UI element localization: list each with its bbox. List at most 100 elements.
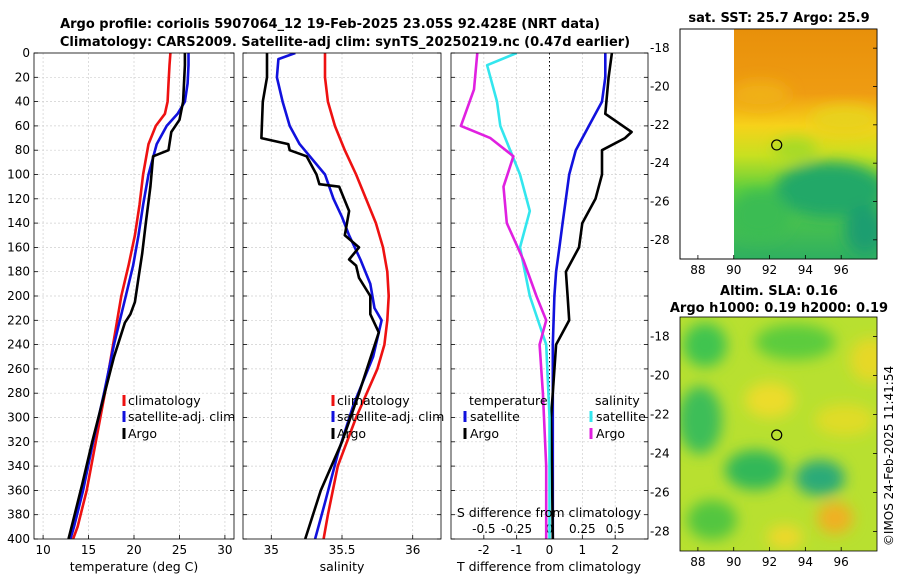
- sla-lon-label: 96: [834, 555, 849, 569]
- sla-field: [680, 323, 877, 549]
- temperature-xtick-label: 10: [35, 543, 50, 557]
- sst-lon-label: 88: [690, 263, 705, 277]
- sst-lat-label: -26: [650, 195, 670, 209]
- sst-axes: 88 90 92 94 96 -18 -20 -22 -24 -26 -28: [650, 41, 877, 277]
- salinity-line-satellite-adj-clim: [275, 53, 383, 539]
- temperature-xtick-label: 15: [81, 543, 96, 557]
- legend-climatology: climatology: [128, 393, 201, 408]
- depth-tick-label: 380: [7, 508, 30, 522]
- depth-tick-label: 80: [15, 143, 30, 157]
- sst-lat-label: -22: [650, 118, 670, 132]
- sla-lat-label: -18: [650, 330, 670, 344]
- depth-tick-label: 140: [7, 216, 30, 230]
- sla-patches: [680, 323, 877, 549]
- sla-lat-label: -22: [650, 408, 670, 422]
- sla-map: 88 90 92 94 96 -18 -20 -22 -24 -26 -28: [650, 316, 878, 569]
- salinity-panel: 35 35.5 36: [242, 52, 442, 557]
- depth-tick-label: 320: [7, 435, 30, 449]
- legend-satellite: satellite-adj. clim: [128, 409, 235, 424]
- sla-map-title-2: Argo h1000: 0.19 h2000: 0.19: [670, 301, 888, 316]
- depth-tick-label: 260: [7, 362, 30, 376]
- sla-lat-label: -28: [650, 525, 670, 539]
- t-difference-xlabel: T difference from climatology: [456, 559, 642, 574]
- depth-tick-label: 0: [22, 46, 30, 60]
- sst-map-title: sat. SST: 25.7 Argo: 25.9: [688, 11, 869, 26]
- depth-tick-label: 20: [15, 70, 30, 84]
- depth-tick-label: 400: [7, 532, 30, 546]
- salinity-frame: [242, 52, 442, 540]
- sst-float-marker: [771, 139, 783, 151]
- sst-patches: [734, 81, 877, 255]
- sla-float-marker: [771, 429, 783, 441]
- difference-xtick-label: 1: [579, 543, 587, 557]
- depth-tick-label: 40: [15, 95, 30, 109]
- temperature-series: [67, 53, 190, 539]
- temperature-xtick-label: 20: [126, 543, 141, 557]
- s-difference-tick-label: -0.25: [501, 522, 532, 536]
- sst-lon-label: 94: [798, 263, 813, 277]
- sla-map-title-1: Altim. SLA: 0.16: [720, 284, 838, 299]
- sla-lon-label: 90: [726, 555, 741, 569]
- s-difference-label: S difference from climatology: [457, 505, 642, 520]
- imos-credit: ©IMOS 24-Feb-2025 11:41:54: [882, 366, 896, 546]
- sst-lon-label: 90: [726, 263, 741, 277]
- sla-axes: 88 90 92 94 96 -18 -20 -22 -24 -26 -28: [650, 330, 877, 569]
- difference-xtick-label: 2: [611, 543, 619, 557]
- salinity-line-climatology: [322, 53, 391, 539]
- depth-tick-label: 240: [7, 338, 30, 352]
- depth-tick-label: 360: [7, 483, 30, 497]
- sst-map-border: [679, 28, 878, 260]
- difference-line-t-argo: [549, 53, 633, 539]
- sla-map-border: [679, 316, 878, 552]
- temperature-line-argo: [67, 53, 187, 539]
- s-difference-tick-label: 0.5: [606, 522, 625, 536]
- difference-line-t-satellite: [551, 53, 607, 539]
- depth-tick-label: 60: [15, 119, 30, 133]
- legend-title-salinity: salinity: [595, 393, 640, 408]
- temperature-xtick-label: 30: [217, 543, 232, 557]
- s-difference-tick-label: -0.5: [472, 522, 495, 536]
- sla-lat-label: -24: [650, 447, 670, 461]
- difference-xtick-label: -2: [478, 543, 490, 557]
- temperature-legend: climatology satellite-adj. clim Argo: [122, 393, 235, 441]
- depth-tick-label: 280: [7, 386, 30, 400]
- sst-no-data: [680, 29, 734, 259]
- sst-lat-label: -20: [650, 80, 670, 94]
- temperature-line-climatology: [71, 53, 172, 539]
- sst-lon-label: 92: [762, 263, 777, 277]
- difference-legend: temperature satellite Argo salinity sate…: [463, 393, 646, 441]
- temperature-xlabel: temperature (deg C): [70, 559, 199, 574]
- legend-t-satellite: satellite: [470, 409, 520, 424]
- depth-tick-label: 160: [7, 240, 30, 254]
- difference-line-s-satellite: [485, 53, 551, 539]
- legend-satellite: satellite-adj. clim: [337, 409, 444, 424]
- temperature-panel: 0 20 40 60 80 100 120 140 160 180 200 220 240 260 280 3…: [7, 46, 235, 557]
- temperature-frame: [33, 52, 235, 540]
- difference-series: [459, 53, 633, 539]
- depth-tick-label: 180: [7, 265, 30, 279]
- depth-tick-label: 340: [7, 459, 30, 473]
- salinity-xtick-label: 36: [405, 543, 420, 557]
- salinity-line-argo: [260, 53, 381, 539]
- legend-argo: Argo: [337, 426, 366, 441]
- salinity-xtick-label: 35.5: [329, 543, 356, 557]
- sst-lon-label: 96: [834, 263, 849, 277]
- legend-s-argo: Argo: [596, 426, 625, 441]
- sla-lon-label: 88: [690, 555, 705, 569]
- depth-tick-label: 100: [7, 168, 30, 182]
- sla-lat-label: -26: [650, 486, 670, 500]
- sst-lat-label: -18: [650, 41, 670, 55]
- legend-title-temperature: temperature: [469, 393, 548, 408]
- legend-climatology: climatology: [337, 393, 410, 408]
- legend-argo: Argo: [128, 426, 157, 441]
- difference-line-s-argo: [459, 53, 548, 539]
- sst-lat-label: -24: [650, 156, 670, 170]
- temperature-xtick-label: 25: [172, 543, 187, 557]
- title-line-1: Argo profile: coriolis 5907064_12 19-Feb…: [60, 17, 600, 32]
- salinity-legend: climatology satellite-adj. clim Argo: [331, 393, 444, 441]
- difference-xtick-label: -1: [511, 543, 523, 557]
- salinity-xlabel: salinity: [320, 559, 365, 574]
- legend-t-argo: Argo: [470, 426, 499, 441]
